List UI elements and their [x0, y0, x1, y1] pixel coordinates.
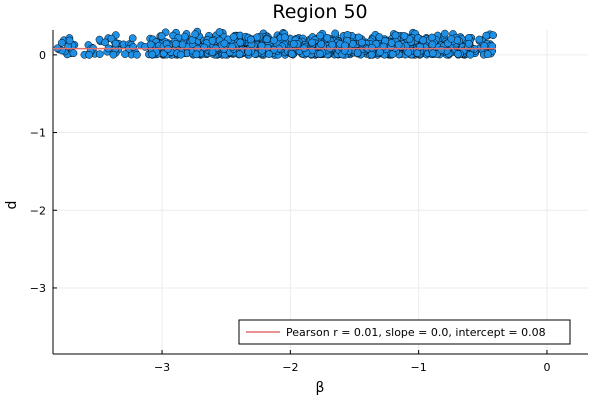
x-axis-label: β	[316, 380, 325, 396]
scatter-point	[328, 40, 337, 49]
scatter-point	[428, 40, 437, 49]
scatter-point	[171, 39, 180, 48]
scatter-point	[208, 48, 217, 57]
scatter-point	[454, 50, 462, 58]
scatter-point	[148, 50, 157, 59]
scatter-point	[176, 50, 185, 59]
scatter-point	[317, 40, 326, 49]
scatter-point	[229, 32, 238, 41]
scatter-point	[270, 36, 278, 45]
scatter-point	[489, 31, 497, 40]
scatter-point	[429, 49, 437, 58]
scatter-point	[220, 39, 229, 48]
scatter-point	[480, 42, 489, 50]
scatter-point	[428, 33, 436, 42]
scatter-point	[353, 49, 362, 57]
chart-title: Region 50	[272, 1, 367, 23]
scatter-point	[437, 46, 446, 54]
legend-label: Pearson r = 0.01, slope = 0.0, intercept…	[286, 326, 546, 339]
x-tick-label: −1	[411, 361, 427, 374]
x-tick-label: −2	[282, 361, 298, 374]
scatter-point	[404, 48, 413, 57]
scatter-point	[246, 35, 255, 44]
scatter-point	[316, 31, 325, 40]
scatter-point	[419, 36, 428, 45]
scatter-point	[466, 50, 475, 59]
scatter-point	[465, 39, 473, 48]
x-tick-label: −3	[154, 361, 170, 374]
legend: Pearson r = 0.01, slope = 0.0, intercept…	[238, 319, 571, 345]
scatter-point	[133, 50, 141, 59]
scatter-point	[394, 40, 403, 49]
y-axis-label: d	[4, 201, 20, 210]
scatter-point	[65, 36, 74, 45]
scatter-point	[208, 36, 217, 45]
scatter-point	[69, 49, 78, 58]
scatter-point	[400, 32, 409, 40]
scatter-point	[289, 40, 298, 48]
scatter-point	[107, 34, 116, 43]
scatter-point	[121, 50, 129, 58]
scatter-point	[157, 32, 166, 41]
scatter-point	[441, 29, 449, 38]
scatter-point	[280, 33, 289, 42]
scatter-point	[375, 33, 384, 41]
y-tick-label: −2	[30, 204, 46, 217]
scatter-point	[191, 30, 199, 39]
scatter-point	[57, 38, 66, 47]
scatter-point	[316, 49, 324, 58]
y-tick-label: 0	[39, 49, 46, 62]
scatter-point	[85, 51, 94, 59]
legend-box	[238, 319, 571, 345]
scatter-point	[146, 40, 155, 49]
scatter-point	[391, 31, 400, 40]
scatter-point	[287, 50, 296, 58]
scatter-point	[180, 32, 189, 41]
scatter-point	[475, 35, 484, 44]
scatter-point	[387, 39, 396, 47]
scatter-point	[358, 38, 366, 47]
scatter-point	[368, 43, 376, 52]
scatter-point	[265, 50, 273, 58]
scatter-point	[101, 38, 109, 47]
scatter-point	[483, 50, 492, 58]
tick-labels: −3 −2 −1 0 0 −1 −2 −3	[30, 49, 551, 374]
scatter-point	[178, 40, 187, 49]
y-tick-label: −3	[30, 282, 46, 295]
scatter-point	[129, 43, 138, 51]
scatter-point	[111, 39, 120, 48]
scatter-point	[323, 34, 332, 42]
scatter-point	[215, 28, 224, 36]
scatter-point	[192, 50, 201, 59]
scatter-point	[331, 29, 340, 38]
scatter-point	[95, 50, 104, 58]
grid-lines	[53, 30, 588, 354]
scatter-point	[482, 31, 491, 40]
scatter-point	[447, 34, 456, 43]
scatter-point	[109, 50, 118, 59]
scatter-point	[235, 50, 244, 59]
scatter-point	[236, 38, 245, 47]
axes-frame	[52, 30, 588, 355]
y-tick-label: −1	[30, 127, 46, 140]
scatter-points	[53, 27, 497, 59]
x-tick-label: 0	[543, 361, 550, 374]
scatter-point	[263, 35, 271, 44]
scatter-point	[308, 38, 316, 47]
